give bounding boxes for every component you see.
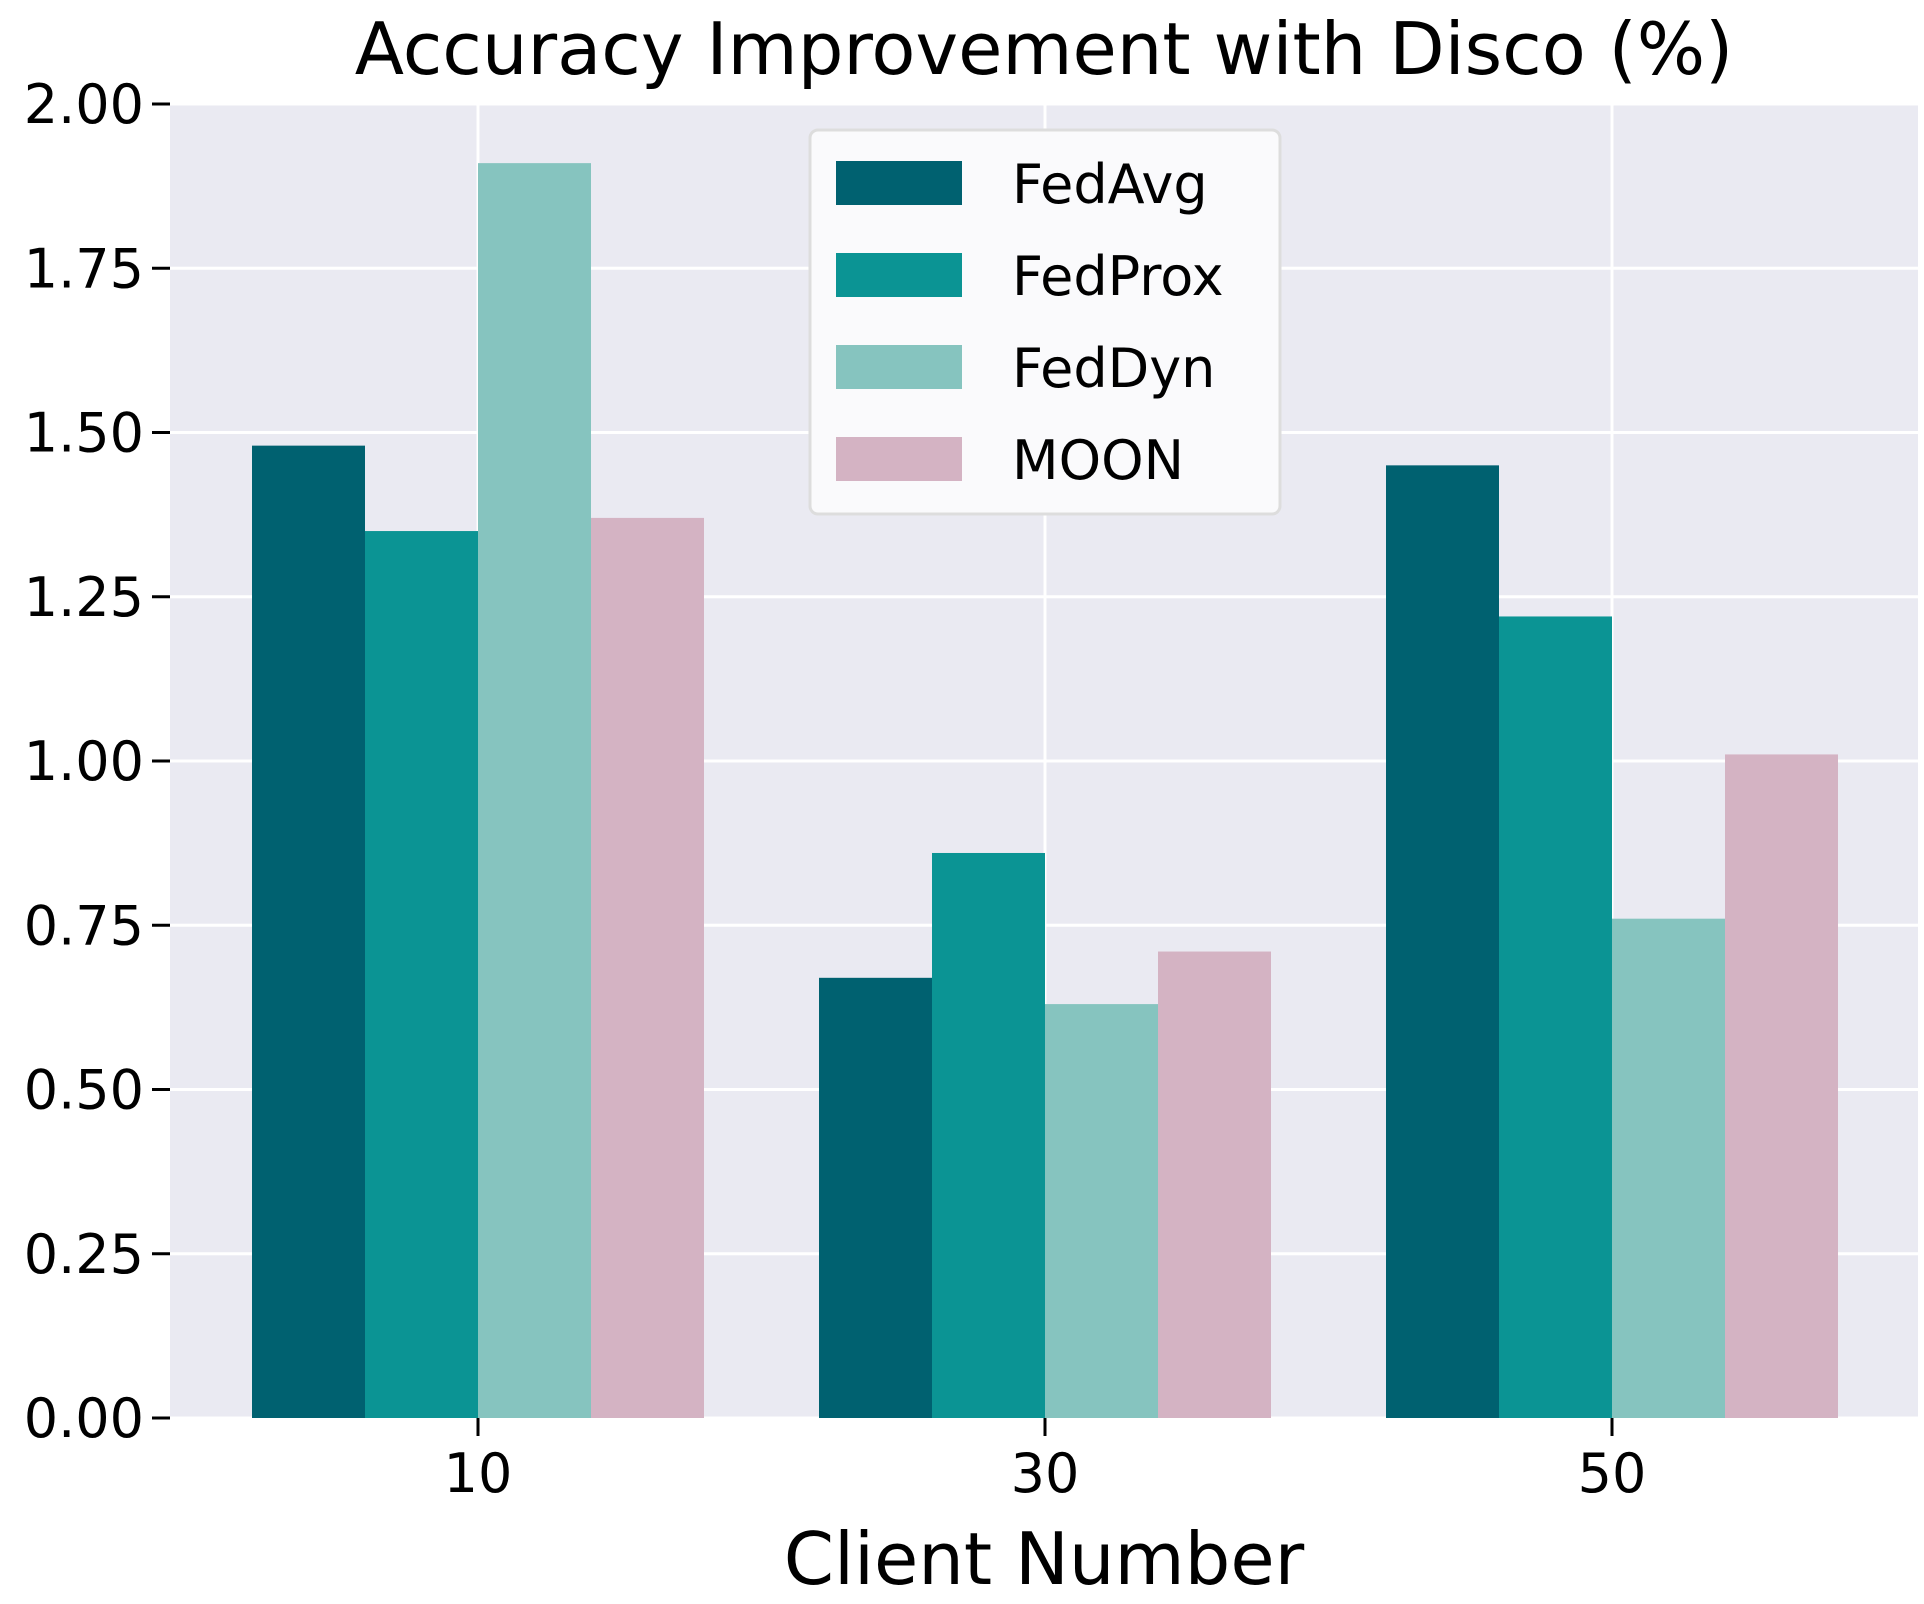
legend-swatch-fedavg xyxy=(836,161,962,205)
legend-swatch-fedprox xyxy=(836,253,962,297)
legend-label-moon: MOON xyxy=(1012,429,1184,492)
legend-label-fedprox: FedProx xyxy=(1012,245,1224,308)
y-tick-label: 0.75 xyxy=(24,894,144,957)
chart-title: Accuracy Improvement with Disco (%) xyxy=(355,7,1734,91)
y-tick-label: 1.50 xyxy=(24,402,144,465)
legend-box xyxy=(808,128,1282,516)
bar-fedavg-30 xyxy=(819,977,932,1418)
bar-fedprox-10 xyxy=(365,531,478,1418)
y-tick-label: 1.00 xyxy=(24,730,144,793)
bar-moon-10 xyxy=(591,517,704,1418)
y-tick-label: 2.00 xyxy=(24,73,144,136)
bar-feddyn-30 xyxy=(1045,1004,1158,1418)
legend-label-feddyn: FedDyn xyxy=(1012,337,1215,400)
bars xyxy=(252,163,1838,1419)
y-tick-label: 1.25 xyxy=(24,566,144,629)
bar-fedavg-50 xyxy=(1386,465,1499,1419)
bar-feddyn-50 xyxy=(1612,918,1725,1418)
legend-label-fedavg: FedAvg xyxy=(1012,153,1208,216)
bar-fedprox-30 xyxy=(932,852,1045,1418)
x-axis-label: Client Number xyxy=(784,1517,1305,1601)
legend-swatch-moon xyxy=(836,437,962,481)
y-tick-label: 0.00 xyxy=(24,1387,144,1450)
bar-fedprox-50 xyxy=(1499,616,1612,1418)
legend-swatch-feddyn xyxy=(836,345,962,389)
y-tick-label: 0.50 xyxy=(24,1059,144,1122)
bar-moon-50 xyxy=(1725,754,1838,1418)
bar-feddyn-10 xyxy=(478,163,591,1418)
x-tick-label: 10 xyxy=(444,1442,513,1505)
y-tick-label: 0.25 xyxy=(24,1223,144,1286)
bar-moon-30 xyxy=(1158,951,1271,1418)
y-tick-label: 1.75 xyxy=(24,237,144,300)
y-axis: 0.00 0.25 0.50 0.75 1.00 1.25 1.50 1.75 2.00 xyxy=(24,73,170,1450)
x-tick-label: 30 xyxy=(1011,1442,1080,1505)
x-tick-label: 50 xyxy=(1578,1442,1647,1505)
bar-fedavg-10 xyxy=(252,445,365,1418)
legend: FedAvg FedProx FedDyn MOON xyxy=(808,128,1282,516)
x-axis: 10 30 50 xyxy=(444,1418,1647,1505)
